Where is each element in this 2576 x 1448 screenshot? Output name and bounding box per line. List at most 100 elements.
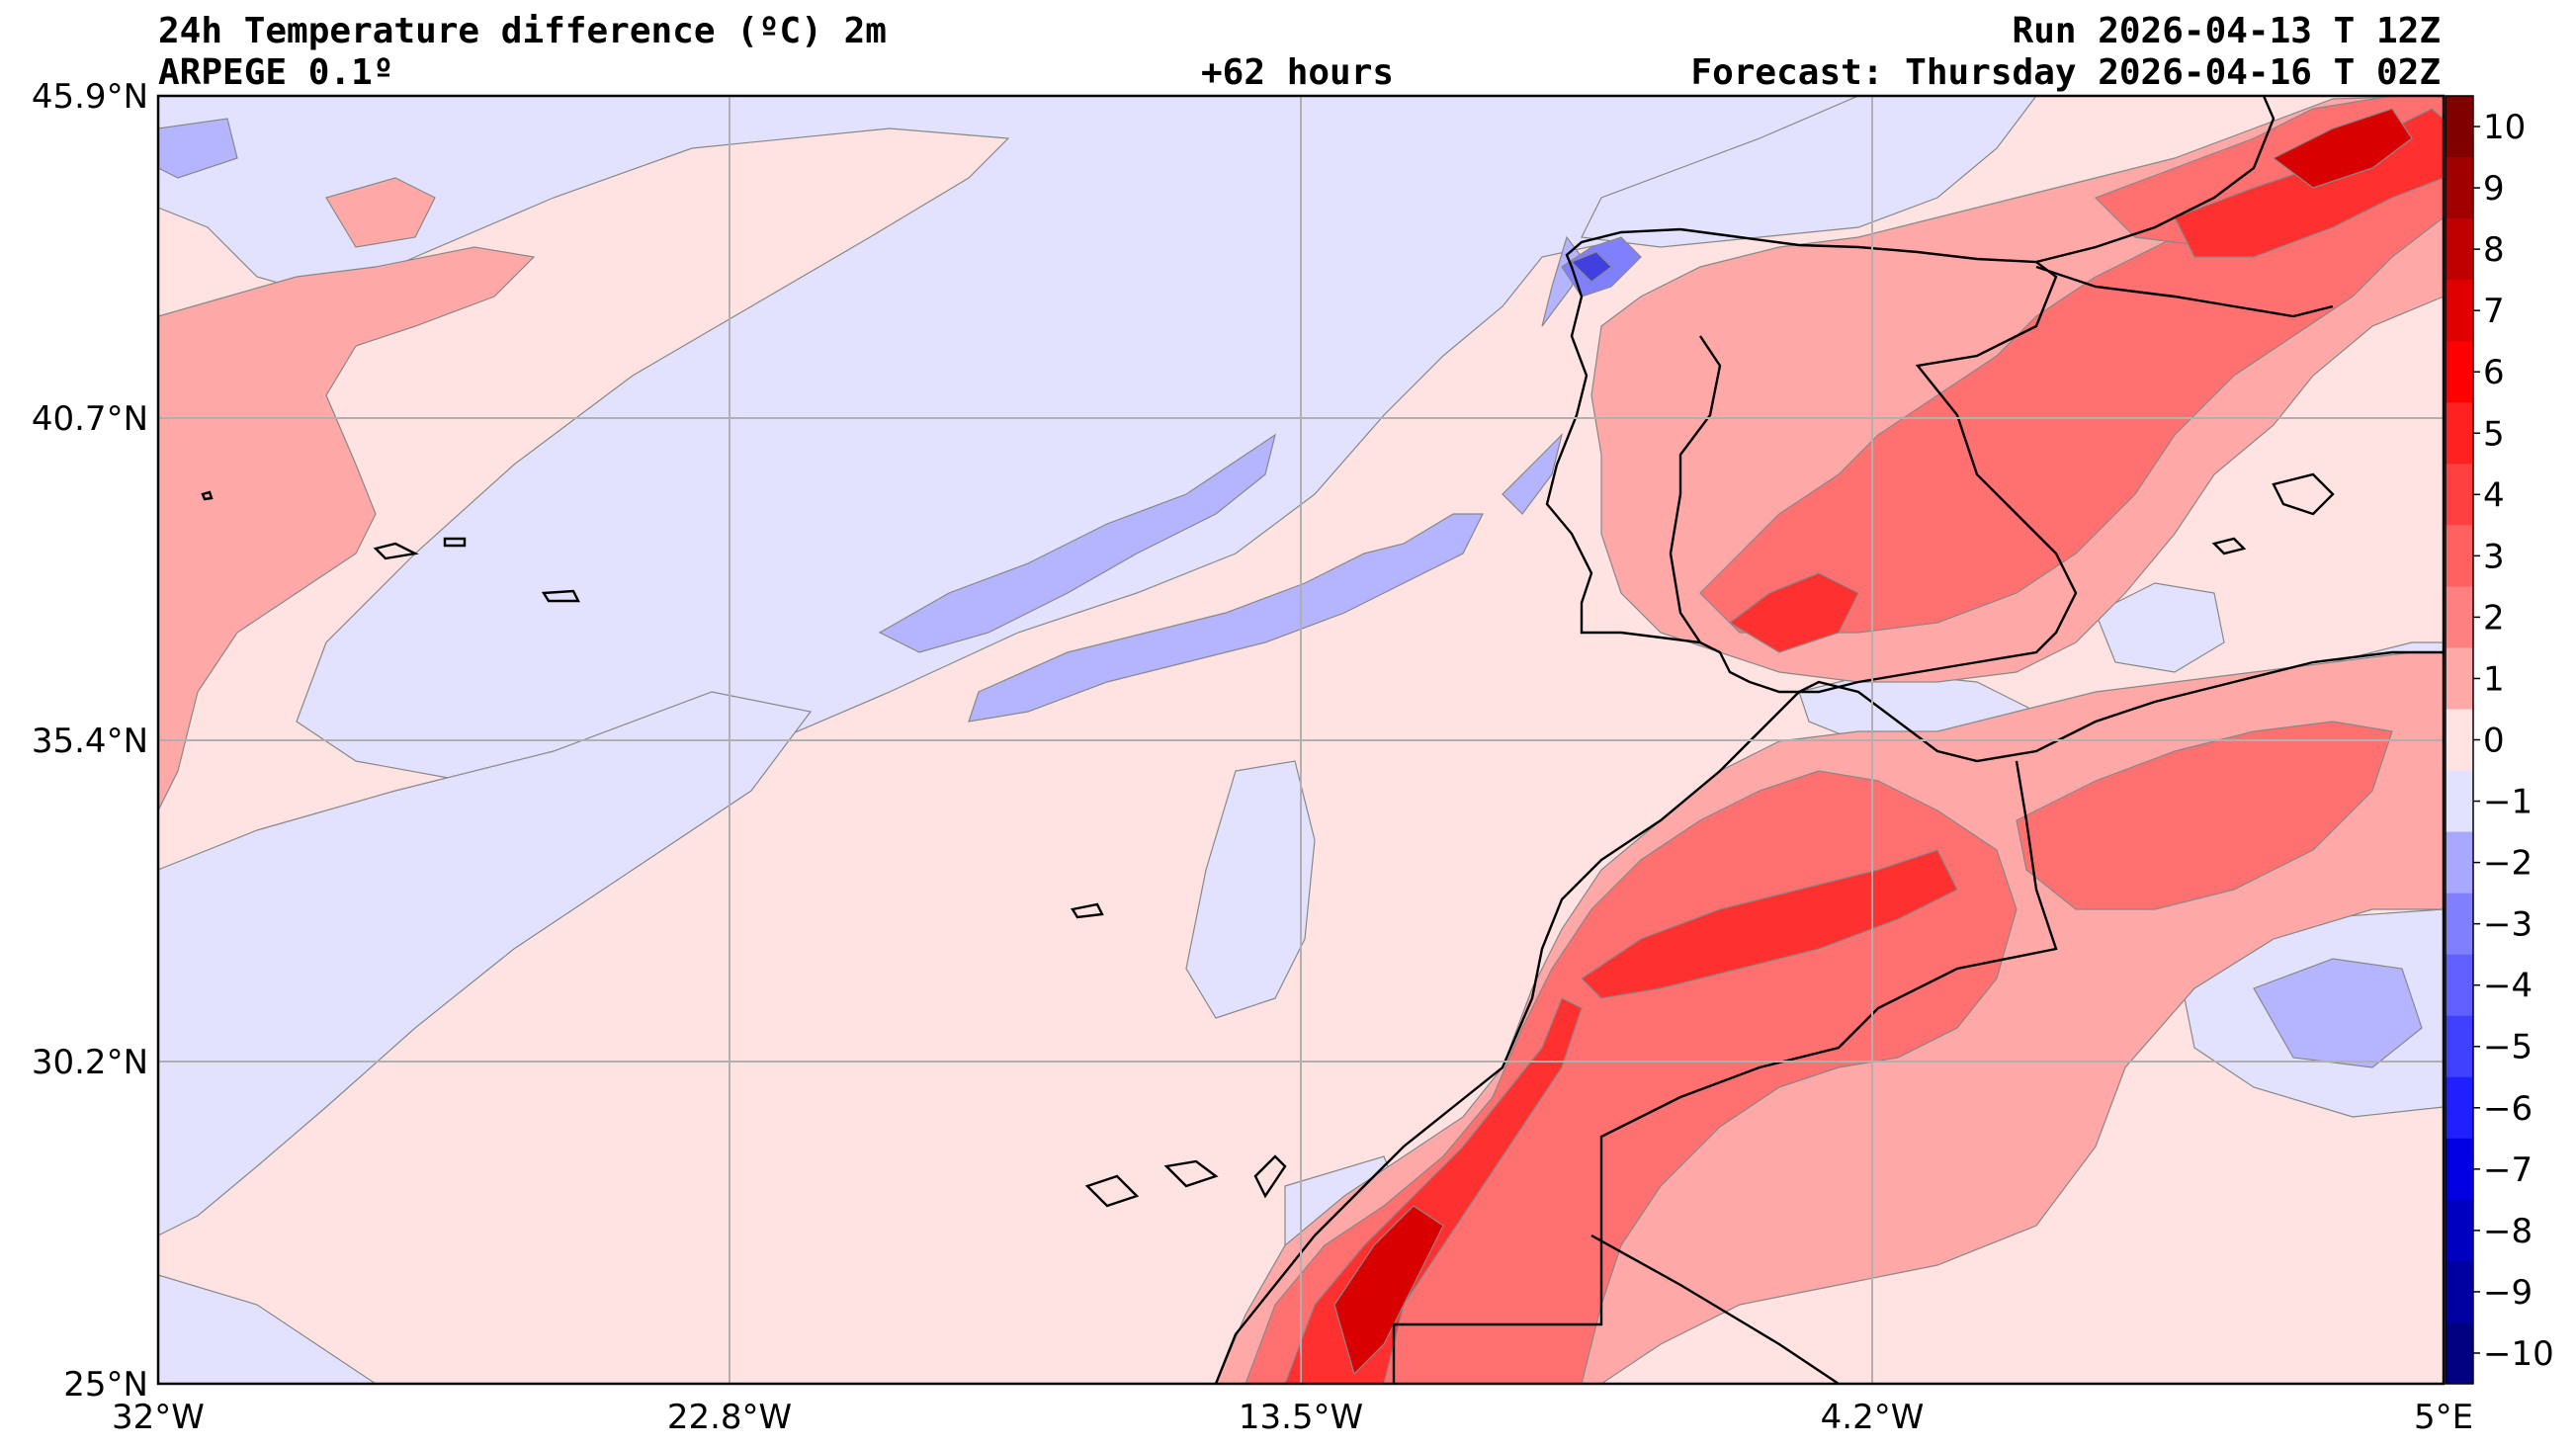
field-warm-atlantic-nw	[325, 177, 436, 248]
run-time: Run 2026-04-13 T 12Z	[2012, 11, 2441, 51]
colorbar-label: −10	[2483, 1334, 2554, 1374]
colorbar-label: 3	[2483, 537, 2505, 576]
field-layer	[158, 96, 2444, 1384]
field-cool-north	[158, 96, 1859, 792]
colorbar-segment	[2446, 893, 2473, 956]
colorbar-label: 10	[2483, 108, 2526, 147]
field-cool-atlantic-sw	[158, 118, 238, 179]
colorbar-segment	[2446, 96, 2473, 158]
coastline-morocco	[1214, 650, 2444, 1384]
coastlines	[201, 96, 2444, 1384]
field-warm-algeria	[2016, 721, 2393, 910]
border-mauritania	[1590, 1234, 1840, 1384]
forecast-time: Forecast: Thursday 2026-04-16 T 02Z	[1690, 52, 2441, 93]
longitude-labels: 32°W 22.8°W 13.5°W 4.2°W 5°E	[112, 1398, 2473, 1437]
colorbar-label: −4	[2483, 967, 2533, 1006]
coastline-azores-4	[201, 490, 214, 501]
lat-label: 30.2°N	[32, 1043, 148, 1082]
field-cool-sahara-2	[2253, 958, 2423, 1068]
lat-label: 40.7°N	[32, 399, 148, 439]
map-title: 24h Temperature difference (ºC) 2m	[158, 11, 887, 51]
lat-label: 35.4°N	[32, 722, 148, 761]
colorbar-label: −7	[2483, 1150, 2533, 1190]
lon-label: 13.5°W	[1239, 1398, 1363, 1437]
colorbar-label: −9	[2483, 1273, 2533, 1313]
lead-time: +62 hours	[1201, 52, 1395, 93]
colorbar-label: −3	[2483, 905, 2533, 945]
colorbar-label: 6	[2483, 353, 2505, 392]
gridlines	[158, 96, 2444, 1384]
field-warm-peak-ne	[2272, 108, 2413, 189]
field-cool-southwest	[158, 1274, 378, 1384]
colorbar-segment	[2446, 464, 2473, 526]
field-cool-west	[158, 691, 813, 1236]
colorbar-label: 1	[2483, 659, 2505, 699]
lon-label: 5°E	[2414, 1398, 2473, 1437]
colorbar-segment	[2446, 402, 2473, 465]
model-name: ARPEGE 0.1º	[158, 52, 394, 93]
field-warm-peak-sahara	[1333, 1205, 1444, 1376]
colorbar-segment	[2446, 709, 2473, 772]
coastline-madeira	[1071, 902, 1104, 919]
colorbar-label: −2	[2483, 844, 2533, 884]
coastline-canaries-2	[1163, 1159, 1219, 1188]
colorbar-segment	[2446, 157, 2473, 219]
field-cool-band-2	[968, 513, 1484, 723]
colorbar-label: 0	[2483, 722, 2505, 761]
field-warm-atlantic-west	[158, 246, 536, 811]
coastline-canaries-3	[1253, 1154, 1287, 1199]
colorbar-label: −6	[2483, 1089, 2533, 1129]
field-cool-galicia-core	[1570, 251, 1612, 283]
coastline-canaries-1	[1084, 1174, 1140, 1208]
coastline-azores-1	[373, 542, 419, 560]
colorbar-label: 9	[2483, 169, 2505, 209]
coastline-iberia	[1545, 227, 2078, 694]
colorbar-segment	[2446, 218, 2473, 281]
field-cool-band-3	[1502, 433, 1564, 515]
border-france-spain	[2035, 265, 2334, 318]
colorbar-segment	[2446, 1199, 2473, 1262]
colorbar-segment	[2446, 586, 2473, 648]
colorbar-segment	[2446, 1260, 2473, 1323]
field-warm-core-atlas	[1581, 849, 1958, 999]
border-spain-portugal	[1669, 335, 1722, 643]
colorbar-segment	[2446, 831, 2473, 894]
field-cool-balearic	[2095, 582, 2225, 673]
lon-label: 32°W	[112, 1398, 205, 1437]
colorbar-label: 4	[2483, 475, 2505, 515]
coastline-balearic	[2211, 537, 2247, 555]
border-morocco-algeria	[1392, 760, 2058, 1384]
field-cool-biscay	[1581, 96, 2037, 248]
lat-label: 45.9°N	[32, 77, 148, 117]
latitude-labels: 45.9°N 40.7°N 35.4°N 30.2°N 25°N	[32, 77, 148, 1405]
lon-label: 4.2°W	[1821, 1398, 1925, 1437]
map-frame	[156, 94, 2446, 1386]
colorbar-label: 7	[2483, 292, 2505, 331]
field-cool-band-1	[878, 433, 1276, 653]
colorbar-segment	[2446, 954, 2473, 1017]
colorbar-label: 2	[2483, 598, 2505, 638]
colorbar-segment	[2446, 1138, 2473, 1201]
colorbar-segment	[2446, 647, 2473, 710]
colorbar-label: −8	[2483, 1212, 2533, 1251]
lat-label: 25°N	[63, 1365, 148, 1405]
colorbar-segment	[2446, 341, 2473, 403]
colorbar-label: −1	[2483, 783, 2533, 822]
lon-label: 22.8°W	[667, 1398, 792, 1437]
coastline-azores-3	[443, 537, 467, 548]
colorbar-label: −5	[2483, 1028, 2533, 1067]
field-warm-core-iberia	[1728, 572, 1859, 653]
coastline-italy-sardinia	[2272, 472, 2335, 516]
colorbar-segment	[2446, 1076, 2473, 1140]
colorbar-segment	[2446, 280, 2473, 342]
colorbar-label: 8	[2483, 230, 2505, 270]
coastline-azores-2	[541, 589, 580, 603]
colorbar-segment	[2446, 1321, 2473, 1385]
coastline-france	[2035, 96, 2275, 264]
colorbar-label: 5	[2483, 414, 2505, 454]
colorbar-segment	[2446, 770, 2473, 833]
colorbar-segment	[2446, 525, 2473, 587]
colorbar-segment	[2446, 1015, 2473, 1078]
